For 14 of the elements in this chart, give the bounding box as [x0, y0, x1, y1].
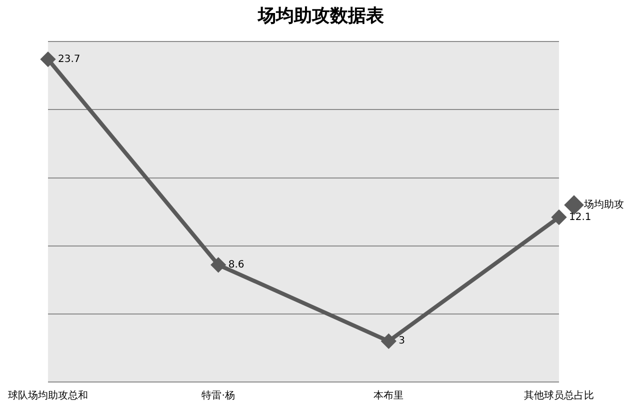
data-label: 23.7	[58, 54, 80, 65]
x-tick-label: 其他球员总占比	[524, 390, 594, 402]
legend-label: 场均助攻	[583, 198, 624, 211]
point	[382, 334, 396, 348]
x-tick-label: 特雷·杨	[202, 390, 235, 402]
x-tick-label: 本布里	[374, 390, 404, 402]
point	[552, 210, 566, 224]
point	[41, 52, 55, 66]
data-label: 8.6	[228, 259, 244, 270]
data-label: 12.1	[569, 212, 592, 223]
chart-title: 场均助攻数据表	[257, 5, 384, 26]
point	[211, 258, 226, 272]
x-tick-label: 球队场均助攻总和	[8, 390, 88, 402]
data-label: 3	[398, 336, 406, 347]
